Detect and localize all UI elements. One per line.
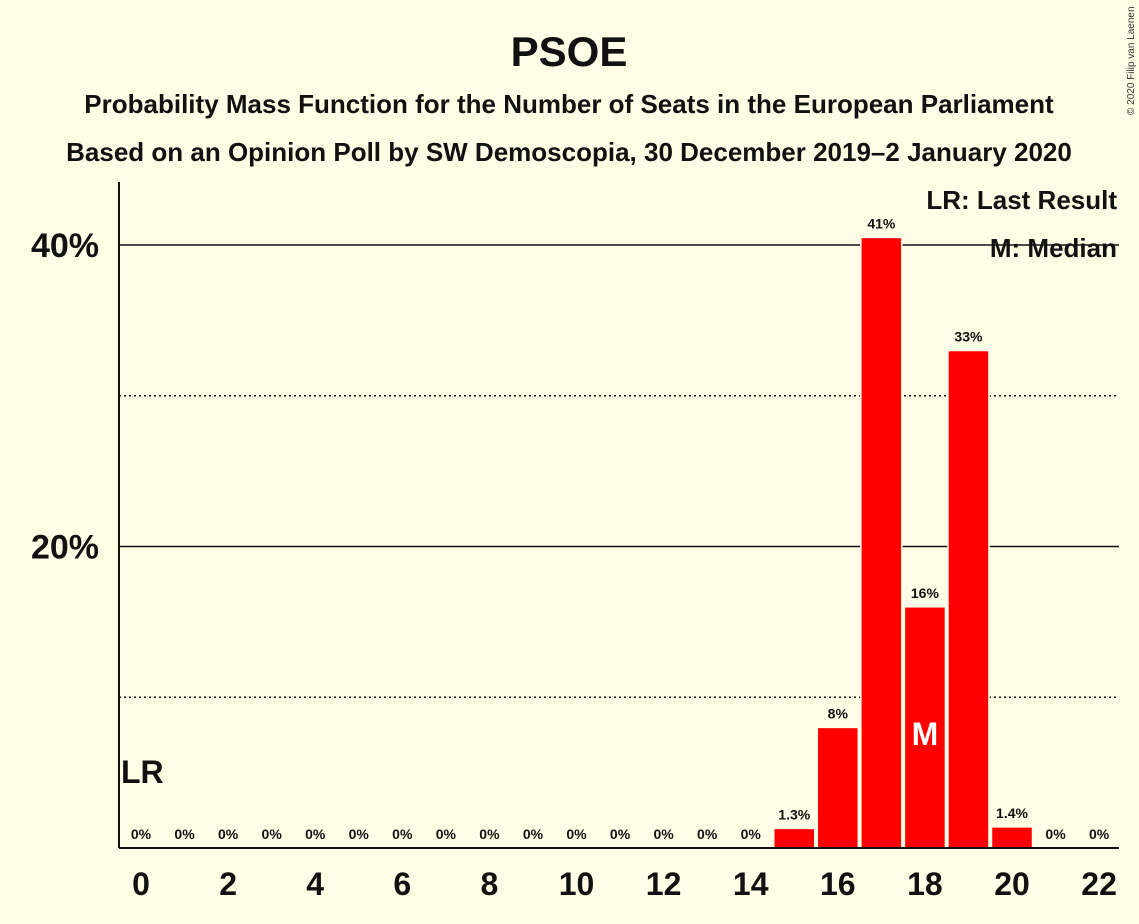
- bar: [990, 826, 1034, 849]
- value-label: 33%: [954, 329, 983, 345]
- value-label: 41%: [867, 215, 896, 231]
- x-tick-label: 16: [820, 866, 856, 902]
- value-label: 0%: [523, 826, 544, 842]
- axes: [118, 182, 1119, 849]
- bars: [773, 236, 1034, 849]
- chart-subtitle-poll: Based on an Opinion Poll by SW Demoscopi…: [66, 137, 1072, 167]
- value-labels: 0% 0% 0% 0% 0% 0% 0% 0% 0% 0% 0% 0% 0% 0% 0% 1.3% 8% 41% 1…: [131, 215, 1110, 842]
- legend-last-result: LR: Last Result: [926, 185, 1117, 215]
- bar: [947, 349, 990, 849]
- value-label: 0%: [349, 826, 370, 842]
- chart-title: PSOE: [511, 28, 628, 75]
- x-tick-label: 20: [994, 866, 1030, 902]
- value-label: 8%: [828, 705, 849, 721]
- y-tick-labels: 20% 40%: [31, 227, 99, 567]
- x-tick-label: 0: [132, 866, 150, 902]
- value-label: 0%: [131, 826, 152, 842]
- last-result-marker: LR: [121, 754, 164, 790]
- value-label: 0%: [305, 826, 326, 842]
- x-tick-label: 14: [733, 866, 769, 902]
- x-tick-label: 10: [559, 866, 595, 902]
- x-tick-label: 12: [646, 866, 682, 902]
- x-tick-labels: 0 2 4 6 8 10 12 14 16 18 20 22: [132, 866, 1117, 902]
- median-marker: M: [912, 716, 939, 752]
- x-tick-label: 18: [907, 866, 943, 902]
- value-label: 0%: [653, 826, 674, 842]
- value-label: 0%: [479, 826, 500, 842]
- value-label: 0%: [610, 826, 631, 842]
- x-tick-label: 8: [481, 866, 499, 902]
- value-label: 0%: [218, 826, 239, 842]
- value-label: 0%: [392, 826, 413, 842]
- value-label: 0%: [174, 826, 195, 842]
- x-tick-label: 22: [1081, 866, 1117, 902]
- y-tick-label: 20%: [31, 529, 99, 567]
- bar: [860, 236, 903, 849]
- value-label: 0%: [436, 826, 457, 842]
- chart-subtitle: Probability Mass Function for the Number…: [84, 89, 1054, 119]
- value-label: 0%: [1045, 826, 1066, 842]
- value-label: 1.3%: [778, 806, 810, 822]
- y-tick-label: 40%: [31, 227, 99, 265]
- x-tick-label: 6: [393, 866, 411, 902]
- bar: [903, 606, 947, 849]
- bar: [816, 726, 860, 849]
- x-tick-label: 2: [219, 866, 237, 902]
- value-label: 0%: [566, 826, 587, 842]
- value-label: 0%: [1089, 826, 1110, 842]
- value-label: 0%: [697, 826, 718, 842]
- value-label: 16%: [911, 585, 940, 601]
- value-label: 0%: [741, 826, 762, 842]
- copyright-notice: © 2020 Filip van Laenen: [1126, 6, 1137, 115]
- x-tick-label: 4: [306, 866, 324, 902]
- legend-median: M: Median: [990, 233, 1117, 263]
- bar: [773, 827, 816, 849]
- value-label: 0%: [262, 826, 283, 842]
- value-label: 1.4%: [996, 805, 1028, 821]
